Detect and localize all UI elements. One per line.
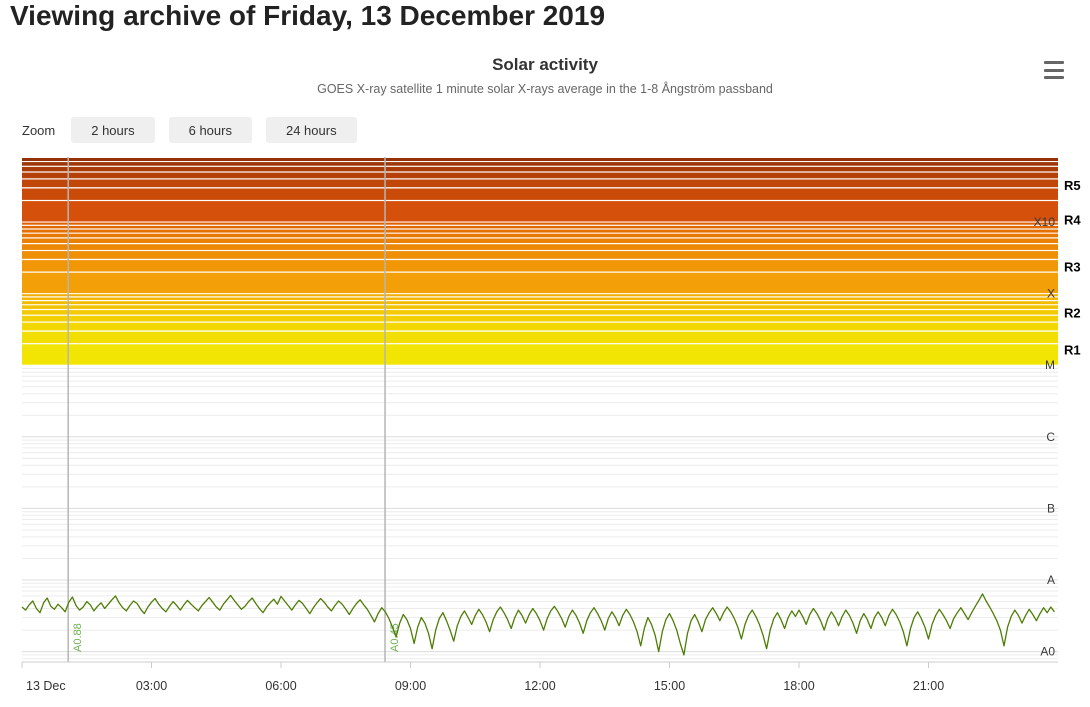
y-axis-label: A <box>1047 573 1055 587</box>
plot-band <box>22 315 1058 322</box>
r-scale-label: R5 <box>1064 178 1081 193</box>
plot-band <box>22 331 1058 344</box>
chart-subtitle: GOES X-ray satellite 1 minute solar X-ra… <box>317 82 773 96</box>
plot-band <box>22 225 1058 229</box>
range-selector: Zoom 2 hours 6 hours 24 hours <box>22 117 357 143</box>
r-scale-label: R4 <box>1064 212 1081 227</box>
x-tick-label: 21:00 <box>913 679 944 693</box>
chart-title: Solar activity <box>492 55 598 74</box>
plot-line-label: A0.45 <box>389 623 401 652</box>
plot-band <box>22 229 1058 233</box>
y-axis-label: X10 <box>1034 215 1056 229</box>
hamburger-bar <box>1044 68 1064 72</box>
r-scale-label: R3 <box>1064 260 1081 275</box>
x-tick-label: 06:00 <box>265 679 296 693</box>
zoom-label: Zoom <box>22 122 56 138</box>
y-axis-label: A0 <box>1040 645 1055 659</box>
plot-band <box>22 310 1058 315</box>
plot-band <box>22 322 1058 331</box>
hamburger-bar <box>1044 61 1064 64</box>
plot-band <box>22 344 1058 365</box>
plot-band <box>22 251 1058 259</box>
zoom-2h-button[interactable]: 2 hours <box>71 117 155 143</box>
plot-band <box>22 294 1058 297</box>
page-title: Viewing archive of Friday, 13 December 2… <box>10 0 606 31</box>
hamburger-bar <box>1044 76 1064 79</box>
y-axis-label: X <box>1047 287 1055 301</box>
plot-band <box>22 297 1058 300</box>
plot-band <box>22 301 1058 305</box>
plot-band <box>22 222 1058 225</box>
x-tick-label: 12:00 <box>524 679 555 693</box>
x-tick-label: 13 Dec <box>26 679 66 693</box>
plot-band <box>22 233 1058 238</box>
zoom-6h-button[interactable]: 6 hours <box>168 117 252 143</box>
y-axis-label: B <box>1047 501 1055 515</box>
x-tick-label: 03:00 <box>136 679 167 693</box>
plot-band <box>22 201 1058 222</box>
x-tick-label: 18:00 <box>783 679 814 693</box>
plot-band <box>22 162 1058 166</box>
plot-line-label: A0.88 <box>72 623 84 652</box>
zoom-24h-button[interactable]: 24 hours <box>265 117 357 143</box>
plot-band <box>22 188 1058 200</box>
plot-band <box>22 158 1058 161</box>
plot-band <box>22 238 1058 243</box>
plot-band <box>22 179 1058 188</box>
plot-band <box>22 244 1058 250</box>
plot-band <box>22 305 1058 309</box>
plot-band <box>22 166 1058 172</box>
y-axis-label: M <box>1045 358 1055 372</box>
y-axis-label: C <box>1046 430 1055 444</box>
r-scale-label: R2 <box>1064 305 1081 320</box>
xray-flux-series <box>21 593 1055 656</box>
plot-band <box>22 172 1058 179</box>
plot-band <box>22 272 1058 294</box>
chart-context-menu-icon[interactable] <box>1044 60 1064 80</box>
x-tick-label: 15:00 <box>654 679 685 693</box>
plot-band <box>22 260 1058 272</box>
x-tick-label: 09:00 <box>395 679 426 693</box>
r-scale-label: R1 <box>1064 343 1081 358</box>
